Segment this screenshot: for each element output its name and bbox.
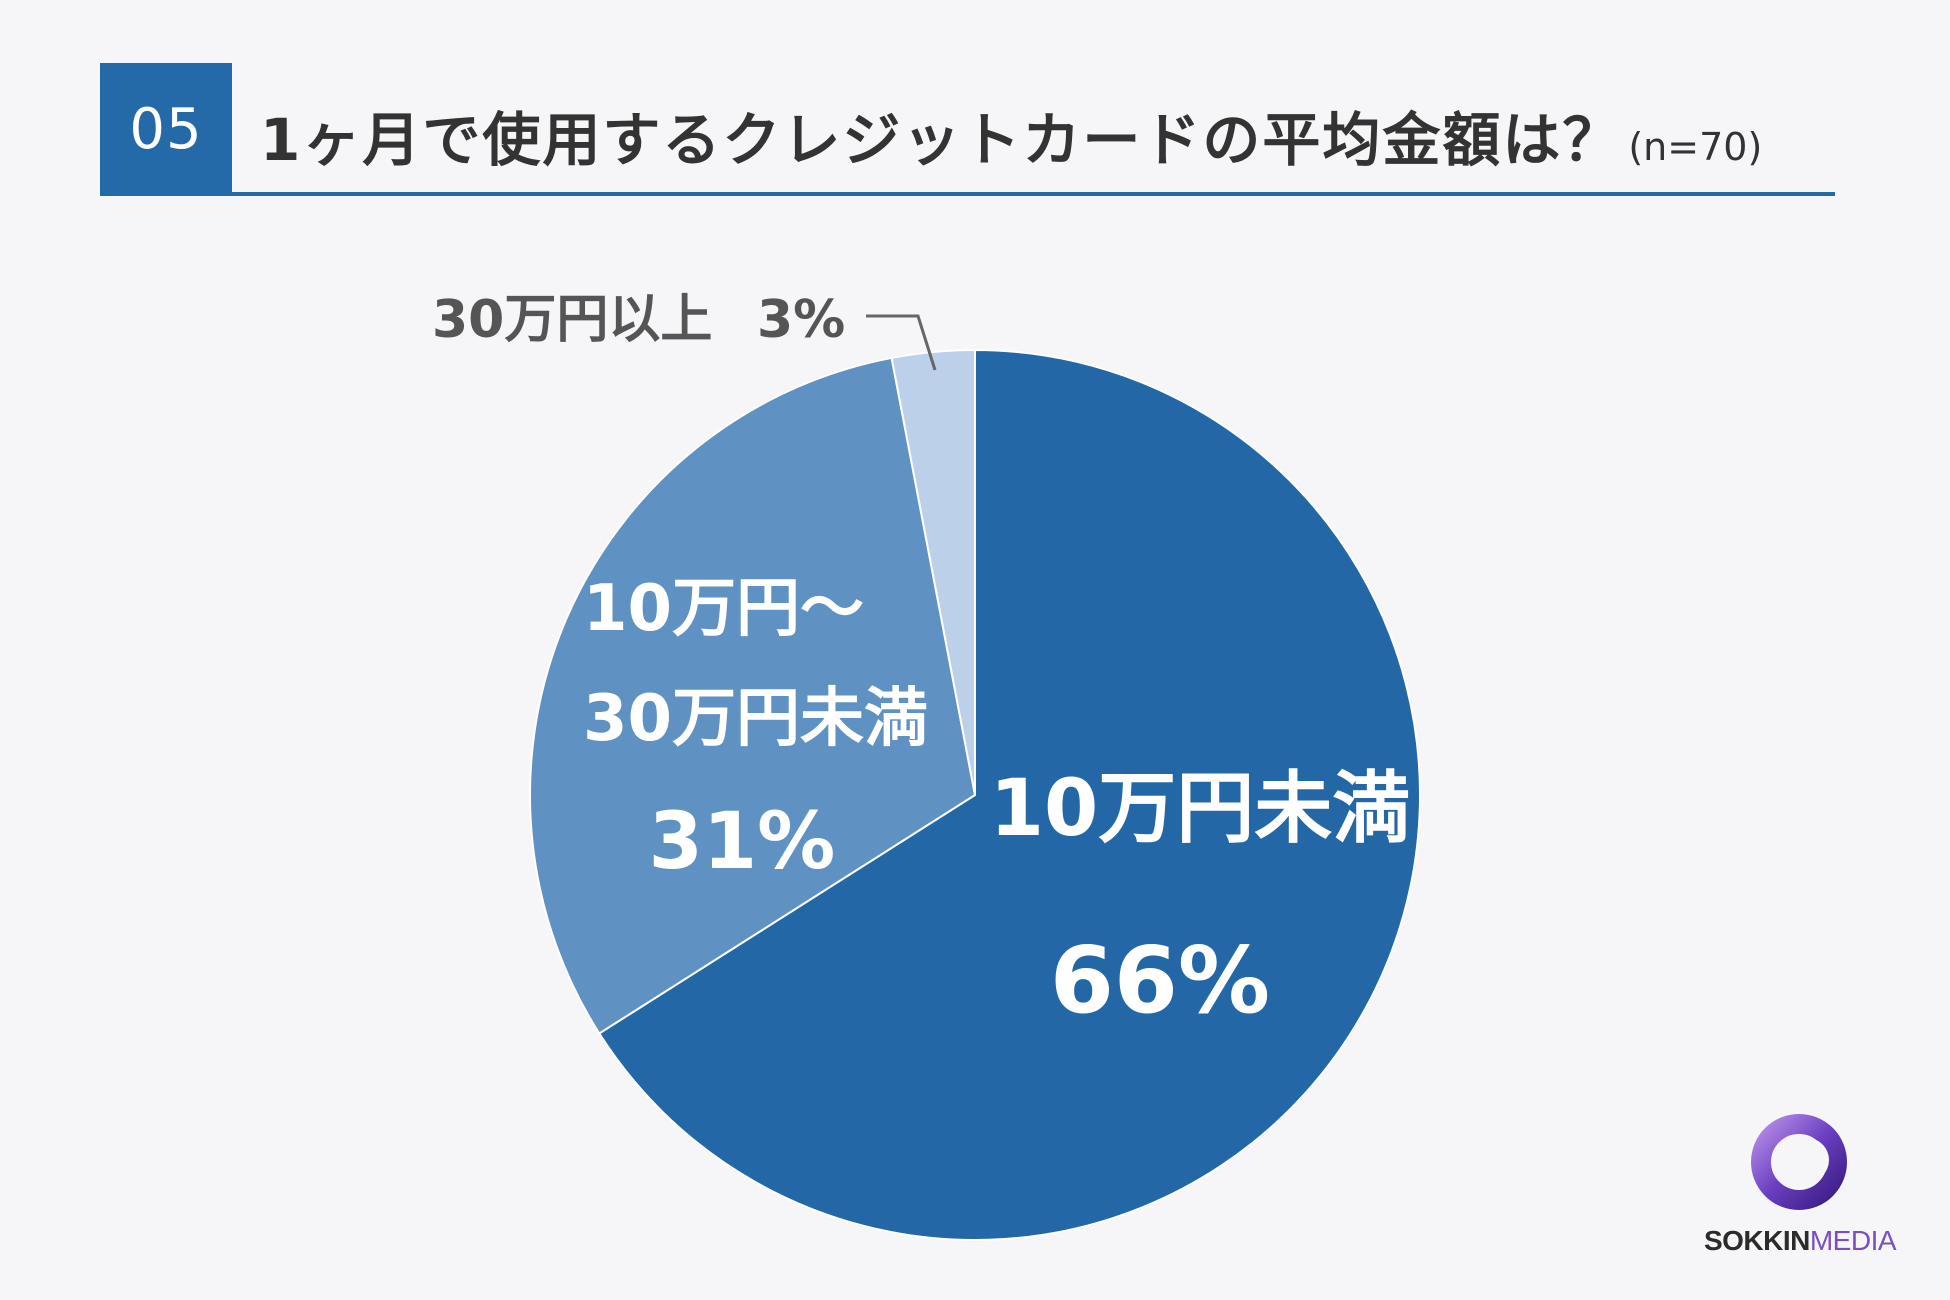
slice-label-100k-300k-line1: 10万円～ — [583, 572, 864, 646]
sample-size: (n=70) — [1628, 125, 1763, 169]
logo-ring-icon — [1751, 1114, 1847, 1210]
leader-line — [866, 314, 937, 371]
pie-slice-over-300k — [890, 348, 976, 796]
header: 05 1ヶ月で使用するクレジットカードの平均金額は？ (n=70) — [100, 63, 1835, 196]
slice-value-over-300k: 3% — [757, 290, 845, 350]
slice-value-under-100k: 66% — [1050, 927, 1270, 1034]
header-underline — [100, 192, 1835, 196]
logo-text: SOKKINMEDIA — [1703, 1225, 1897, 1256]
title-text: 1ヶ月で使用するクレジットカードの平均金額は？ — [260, 106, 1623, 174]
slice-label-100k-300k-line2: 30万円未満 — [583, 682, 928, 756]
chart-title: 1ヶ月で使用するクレジットカードの平均金額は？ (n=70) — [260, 93, 1762, 177]
slice-label-over-300k: 30万円以上 — [432, 290, 712, 350]
question-number: 05 — [100, 63, 232, 195]
pie-slice-100k-300k — [529, 356, 977, 1035]
slice-label-under-100k: 10万円未満 — [990, 764, 1411, 854]
slice-value-100k-300k: 31% — [649, 797, 836, 887]
pie-slice-under-100k — [597, 348, 1421, 1241]
sokkin-media-logo: SOKKINMEDIA — [1695, 1110, 1905, 1260]
